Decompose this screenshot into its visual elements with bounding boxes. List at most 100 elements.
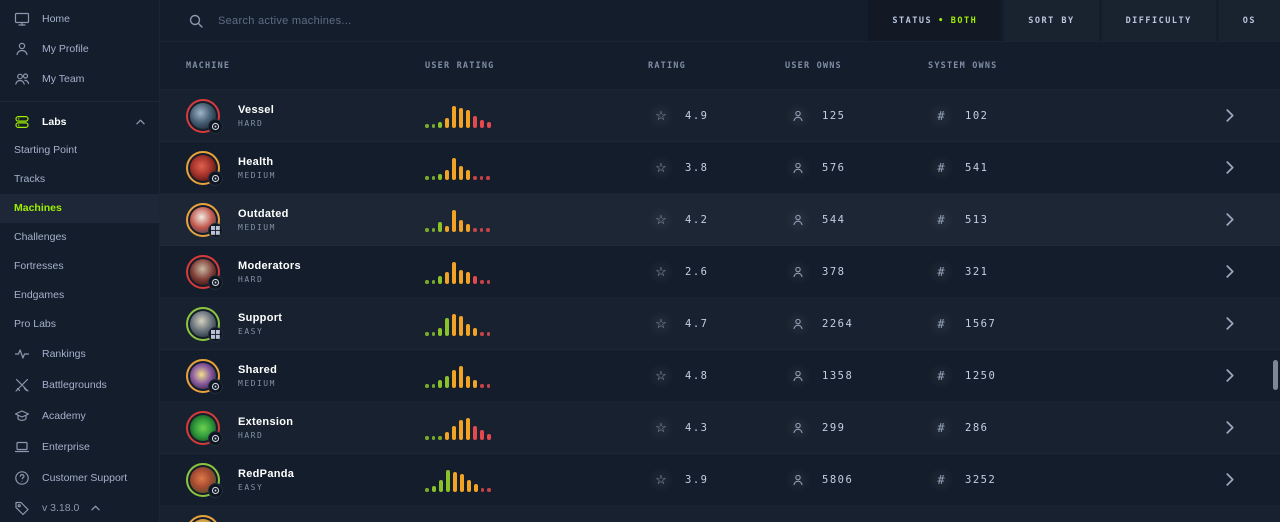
machine-row-redpanda[interactable]: RedPanda EASY ☆ 3.9 5806 — [160, 454, 1280, 506]
os-badge-icon — [208, 378, 223, 394]
sidebar-item-my-team[interactable]: My Team — [0, 64, 159, 94]
machine-row-health[interactable]: Health MEDIUM ☆ 3.8 576 — [160, 142, 1280, 194]
column-header-user-owns: USER OWNS — [785, 60, 842, 71]
layers-icon — [14, 114, 30, 130]
sidebar-labs-nav: Starting Point NEW Tracks Machines Chall… — [0, 136, 159, 339]
topbar: STATUS • BOTH SORT BY DIFFICULTY OS — [160, 0, 1280, 42]
sidebar-version[interactable]: v 3.18.0 — [0, 494, 159, 522]
difficulty-filter-button[interactable]: DIFFICULTY — [1101, 0, 1216, 41]
sidebar-subitem-challenges[interactable]: Challenges — [0, 223, 159, 252]
sidebar-item-rankings[interactable]: Rankings — [0, 339, 159, 370]
histogram-bar — [445, 317, 449, 336]
histogram-bar — [445, 376, 449, 388]
hash-icon: # — [928, 466, 954, 493]
sidebar-item-battlegrounds[interactable]: Battlegrounds — [0, 370, 159, 401]
chevron-right-icon[interactable] — [1180, 161, 1280, 174]
rating-cell: ☆ 4.2 — [648, 206, 785, 233]
histogram-bar — [431, 332, 435, 336]
chevron-right-icon[interactable] — [1180, 265, 1280, 278]
chevron-right-icon[interactable] — [1180, 421, 1280, 434]
sidebar-item-my-profile[interactable]: My Profile — [0, 34, 159, 64]
sidebar-subitem-endgames[interactable]: Endgames NEW — [0, 281, 159, 310]
system-owns-cell: # 286 — [928, 414, 1085, 441]
person-icon — [14, 41, 30, 57]
machine-row[interactable]: MEDIUM ☆ # — [160, 506, 1280, 522]
histogram-bar — [480, 120, 484, 128]
chevron-right-icon[interactable] — [1180, 109, 1280, 122]
sidebar-subitem-tracks[interactable]: Tracks — [0, 165, 159, 194]
machine-cell: RedPanda EASY — [160, 462, 425, 498]
sidebar-subitem-machines[interactable]: Machines — [0, 193, 159, 223]
swords-icon — [14, 377, 30, 393]
sidebar-item-home[interactable]: Home — [0, 4, 159, 34]
system-owns-cell: # 1250 — [928, 362, 1085, 389]
os-badge-icon — [208, 222, 223, 238]
sidebar-item-labs[interactable]: Labs — [0, 108, 159, 136]
activity-icon — [14, 346, 30, 362]
machines-table: Vessel HARD ☆ 4.9 125 — [160, 90, 1280, 522]
system-owns-cell: # 321 — [928, 258, 1085, 285]
os-filter-button[interactable]: OS — [1218, 0, 1280, 41]
histogram-bar — [459, 365, 463, 388]
rating-value: 3.8 — [685, 161, 709, 174]
histogram-bar — [466, 224, 470, 232]
sidebar: Home My Profile My Team Labs Start — [0, 0, 160, 522]
machine-name: Support — [238, 311, 283, 324]
chevron-right-icon[interactable] — [1180, 369, 1280, 382]
graduation-icon — [14, 408, 30, 424]
system-owns-value: 321 — [965, 265, 989, 278]
chevron-right-icon[interactable] — [1180, 317, 1280, 330]
filter-buttons: STATUS • BOTH SORT BY DIFFICULTY OS — [868, 0, 1280, 41]
user-icon — [785, 362, 811, 389]
rating-cell: ☆ 3.8 — [648, 154, 785, 181]
machine-row-extension[interactable]: Extension HARD ☆ 4.3 299 — [160, 402, 1280, 454]
sidebar-subitem-starting-point[interactable]: Starting Point NEW — [0, 136, 159, 165]
sidebar-item-customer-support[interactable]: Customer Support — [0, 463, 159, 494]
histogram-bar — [452, 313, 456, 336]
histogram-bar — [438, 276, 442, 284]
histogram-bar — [466, 376, 470, 388]
user-rating-histogram — [425, 258, 648, 286]
rating-value: 4.8 — [685, 369, 709, 382]
sidebar-item-label: Customer Support — [42, 472, 128, 485]
rating-value: 4.9 — [685, 109, 709, 122]
machine-difficulty: MEDIUM — [238, 378, 276, 388]
user-owns-value: 2264 — [822, 317, 854, 330]
sidebar-divider — [0, 101, 159, 102]
user-owns-cell: 5806 — [785, 466, 928, 493]
user-rating-histogram — [425, 414, 648, 442]
rating-value: 4.7 — [685, 317, 709, 330]
machine-row-outdated[interactable]: Outdated MEDIUM ☆ 4.2 544 — [160, 194, 1280, 246]
histogram-bar — [438, 328, 442, 336]
histogram-bar — [452, 157, 456, 180]
hash-icon: # — [928, 102, 954, 129]
system-owns-value: 1567 — [965, 317, 997, 330]
sidebar-subitem-pro-labs[interactable]: Pro Labs — [0, 310, 159, 339]
sort-by-button[interactable]: SORT BY — [1004, 0, 1099, 41]
machine-row-vessel[interactable]: Vessel HARD ☆ 4.9 125 — [160, 90, 1280, 142]
sidebar-item-label: My Team — [42, 73, 85, 85]
sidebar-subitem-fortresses[interactable]: Fortresses NEW — [0, 252, 159, 281]
histogram-bar — [431, 384, 435, 388]
machine-row-moderators[interactable]: Moderators HARD ☆ 2.6 378 — [160, 246, 1280, 298]
star-icon: ☆ — [648, 154, 674, 181]
histogram-bar — [431, 486, 436, 492]
sidebar-item-enterprise[interactable]: Enterprise — [0, 432, 159, 463]
histogram-bar — [438, 480, 443, 492]
user-owns-value: 125 — [822, 109, 846, 122]
histogram-bar — [479, 176, 483, 180]
laptop-icon — [14, 439, 30, 455]
machine-row-support[interactable]: Support EASY ☆ 4.7 2264 — [160, 298, 1280, 350]
histogram-bar — [459, 473, 464, 492]
sidebar-item-academy[interactable]: Academy — [0, 401, 159, 432]
chevron-right-icon[interactable] — [1180, 473, 1280, 486]
search-input[interactable] — [218, 14, 518, 27]
histogram-bar — [459, 315, 463, 336]
os-badge-icon — [208, 170, 223, 186]
histogram-bar — [472, 425, 477, 440]
scrollbar-thumb[interactable] — [1273, 360, 1278, 390]
machine-row-shared[interactable]: Shared MEDIUM ☆ 4.8 1358 — [160, 350, 1280, 402]
chevron-right-icon[interactable] — [1180, 213, 1280, 226]
status-filter-button[interactable]: STATUS • BOTH — [868, 0, 1002, 41]
